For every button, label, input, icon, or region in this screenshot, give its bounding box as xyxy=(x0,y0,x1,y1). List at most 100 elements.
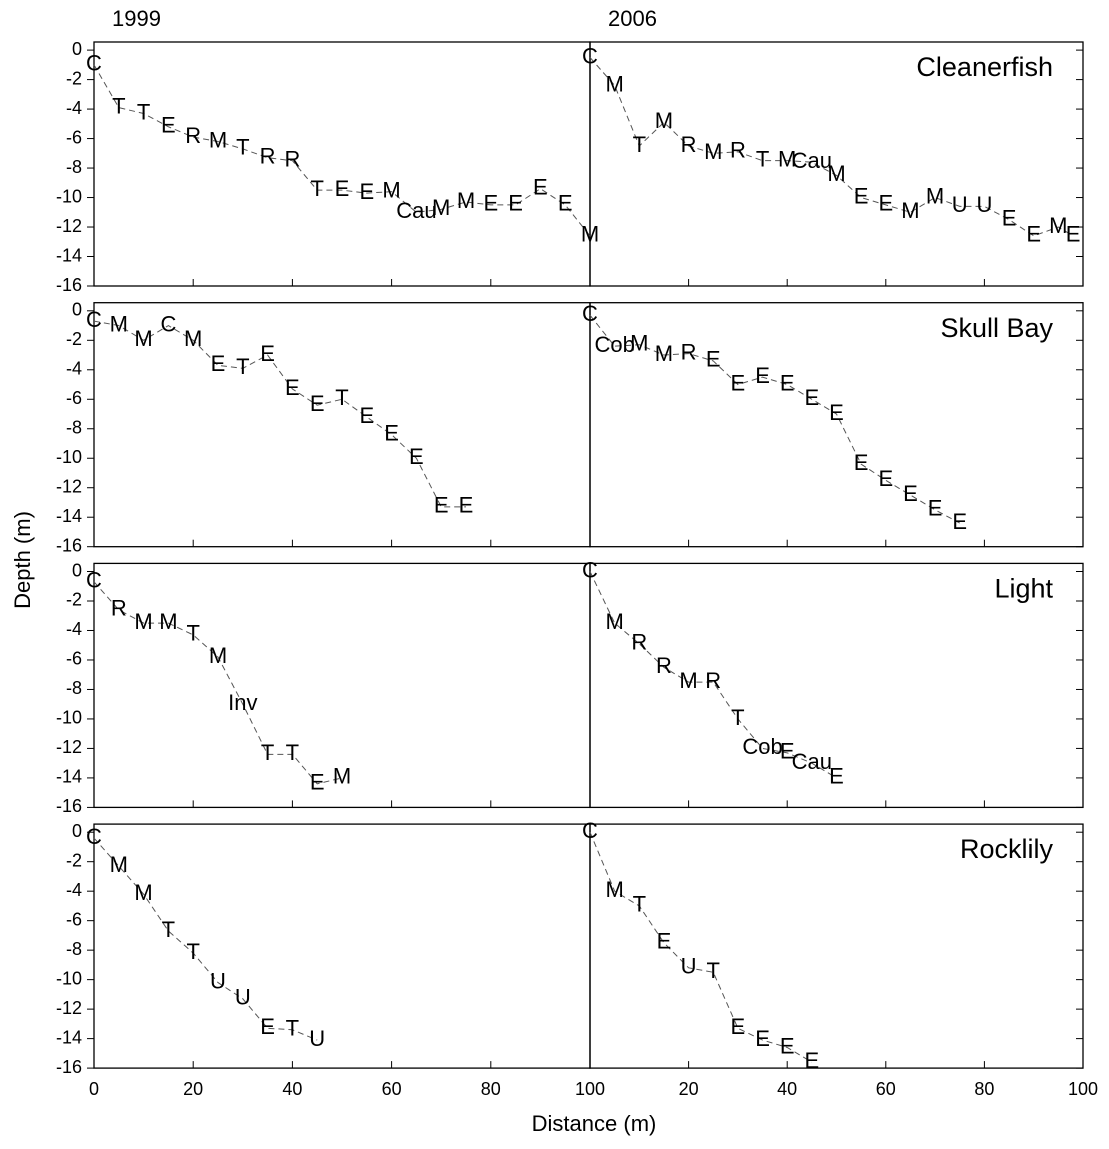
point-label: E xyxy=(409,444,424,469)
point-label: E xyxy=(780,1033,795,1058)
point-label: E xyxy=(1002,205,1017,230)
point-label: E xyxy=(260,1014,275,1039)
x-tick-label: 80 xyxy=(481,1079,501,1099)
y-tick-label: -4 xyxy=(66,98,82,118)
point-label: E xyxy=(755,363,770,388)
point-label: E xyxy=(459,493,474,518)
point-label: U xyxy=(976,192,992,217)
point-label: M xyxy=(333,764,351,789)
point-label: U xyxy=(681,954,697,979)
x-tick-label: 20 xyxy=(679,1079,699,1099)
point-label: E xyxy=(359,403,374,428)
point-label: C xyxy=(582,43,598,68)
y-tick-label: -14 xyxy=(56,767,82,787)
profile-line xyxy=(93,64,591,237)
y-tick-label: -4 xyxy=(66,359,82,379)
point-label: R xyxy=(631,630,647,655)
point-label: R xyxy=(681,339,697,364)
point-label: R xyxy=(185,123,201,148)
point-label: R xyxy=(111,596,127,621)
point-label: E xyxy=(755,1026,770,1051)
point-label: C xyxy=(160,311,176,336)
point-label: M xyxy=(134,880,152,905)
point-label: M xyxy=(110,852,128,877)
point-label: E xyxy=(359,179,374,204)
y-tick-label: 0 xyxy=(72,821,82,841)
point-label: M xyxy=(605,609,623,634)
point-label: T xyxy=(261,740,274,765)
point-label: C xyxy=(86,307,102,332)
y-tick-label: -10 xyxy=(56,708,82,728)
y-tick-label: -8 xyxy=(66,157,82,177)
x-tick-label: 20 xyxy=(183,1079,203,1099)
point-label: U xyxy=(235,985,251,1010)
point-label: T xyxy=(236,354,249,379)
point-label: T xyxy=(707,958,720,983)
point-label: M xyxy=(655,108,673,133)
point-label: M xyxy=(159,609,177,634)
point-label: T xyxy=(731,705,744,730)
y-tick-label: -6 xyxy=(66,127,82,147)
y-tick-label: -10 xyxy=(56,968,82,988)
point-label: R xyxy=(284,146,300,171)
point-label: E xyxy=(161,113,176,138)
point-label: E xyxy=(483,191,498,216)
point-label: R xyxy=(656,653,672,678)
panel-frame xyxy=(93,41,591,287)
point-label: Cau xyxy=(792,148,832,173)
y-tick-label: 0 xyxy=(72,300,82,320)
point-label: E xyxy=(903,481,918,506)
point-label: T xyxy=(186,621,199,646)
x-tick-label: 80 xyxy=(974,1079,994,1099)
point-label: E xyxy=(558,191,573,216)
point-label: C xyxy=(582,818,598,843)
point-label: Cob xyxy=(594,332,634,357)
point-label: M xyxy=(432,195,450,220)
point-label: M xyxy=(457,188,475,213)
point-label: M xyxy=(1049,213,1067,238)
x-tick-label: 40 xyxy=(282,1079,302,1099)
point-label: M xyxy=(110,311,128,336)
point-label: E xyxy=(780,370,795,395)
point-label: E xyxy=(731,370,746,395)
y-tick-label: -6 xyxy=(66,909,82,929)
point-label: E xyxy=(878,191,893,216)
point-label: E xyxy=(384,420,399,445)
x-tick-label: 100 xyxy=(575,1079,605,1099)
panel-frame xyxy=(93,823,591,1069)
point-label: M xyxy=(209,643,227,668)
point-label: R xyxy=(260,144,276,169)
profile-line xyxy=(93,581,343,785)
point-label: E xyxy=(731,1014,746,1039)
y-tick-label: -6 xyxy=(66,649,82,669)
y-tick-label: -14 xyxy=(56,506,82,526)
point-label: U xyxy=(952,192,968,217)
y-tick-label: -4 xyxy=(66,619,82,639)
point-label: E xyxy=(829,400,844,425)
point-label: M xyxy=(209,127,227,152)
panel-frame xyxy=(589,562,1084,809)
point-label: T xyxy=(286,740,299,765)
point-label: E xyxy=(952,509,967,534)
point-label: C xyxy=(582,301,598,326)
y-tick-label: -2 xyxy=(66,329,82,349)
point-label: E xyxy=(211,351,226,376)
y-tick-label: -6 xyxy=(66,388,82,408)
point-label: R xyxy=(730,138,746,163)
point-label: U xyxy=(210,968,226,993)
column-title: 2006 xyxy=(608,6,657,31)
point-label: E xyxy=(1026,222,1041,247)
profile-line xyxy=(589,57,1074,237)
point-label: M xyxy=(382,177,400,202)
profile-line xyxy=(589,571,837,779)
point-label: M xyxy=(184,326,202,351)
point-label: C xyxy=(86,568,102,593)
site-label: Rocklily xyxy=(960,834,1054,864)
point-label: T xyxy=(633,132,646,157)
point-label: Cau xyxy=(396,198,436,223)
y-tick-label: 0 xyxy=(72,39,82,59)
profile-line xyxy=(93,320,466,508)
point-label: R xyxy=(705,668,721,693)
point-label: E xyxy=(260,341,275,366)
point-label: M xyxy=(827,161,845,186)
